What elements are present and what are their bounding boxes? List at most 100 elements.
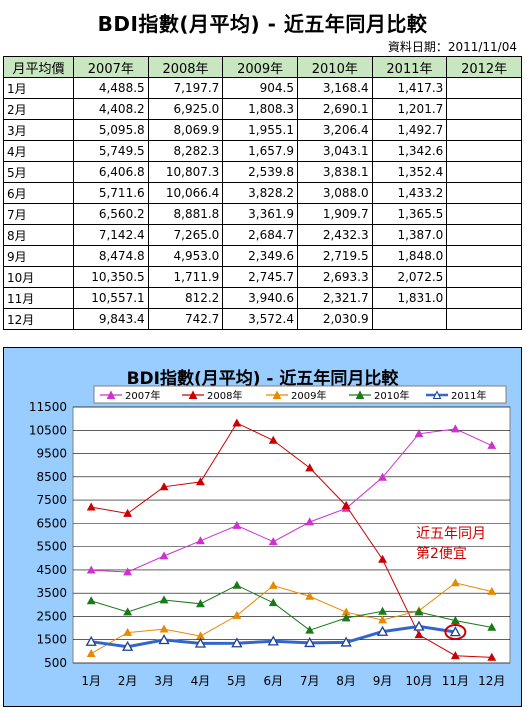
value-cell: 1,201.7 [371,98,448,120]
data-point [304,637,316,648]
data-point [268,435,278,444]
value-cell: 3,088.0 [296,182,373,204]
data-point [86,648,96,657]
value-cell: 2,321.7 [296,287,373,309]
y-tick-label: 2500 [36,609,67,623]
y-tick-label: 500 [44,656,67,670]
value-cell: 812.2 [147,287,224,309]
header-year-cell: 2011年 [371,56,448,78]
table-row: 11月 10,557.1 812.2 3,940.6 2,321.7 1,831.0 [3,287,522,309]
x-tick-label: 2月 [118,674,138,688]
value-cell: 10,350.5 [73,266,149,288]
y-tick-label: 4500 [36,563,67,577]
legend-label: 2011年 [451,389,486,402]
data-point [268,598,278,607]
legend-label: 2007年 [125,389,160,402]
data-point [378,606,387,615]
value-cell: 2,719.5 [296,245,373,267]
data-point [449,626,461,637]
value-cell [446,140,522,162]
data-point [305,591,315,600]
value-cell: 2,684.7 [222,224,298,246]
value-cell: 10,557.1 [73,287,149,309]
value-cell: 3,828.2 [222,182,298,204]
annotation-text: 第2便宜 [416,545,467,562]
value-cell [371,308,448,330]
value-cell: 2,349.6 [222,245,298,267]
value-cell: 5,095.8 [73,119,149,141]
value-cell: 2,539.8 [222,161,298,183]
table-row: 5月 6,406.8 10,807.3 2,539.8 3,838.1 1,352.4 [3,161,522,183]
data-point [305,625,315,634]
data-point [86,596,96,605]
data-point [123,627,133,636]
value-cell: 2,072.5 [371,266,448,288]
data-point [268,537,278,546]
value-cell: 1,848.0 [371,245,448,267]
data-point [414,630,424,639]
value-cell: 1,711.9 [147,266,224,288]
y-tick-label: 10500 [29,423,67,437]
data-point [159,624,169,633]
value-cell: 1,387.0 [371,224,448,246]
data-point [450,424,460,433]
y-tick-label: 6500 [36,516,67,530]
data-point [158,634,170,645]
x-tick-label: 7月 [300,674,320,688]
data-point [196,477,205,486]
x-tick-label: 3月 [154,674,174,688]
data-point [450,615,460,624]
value-cell: 6,925.0 [147,98,224,120]
value-cell: 7,142.4 [73,224,149,246]
data-point [450,578,460,587]
table-row: 4月 5,749.5 8,282.3 1,657.9 3,043.1 1,342.6 [3,140,522,162]
month-cell: 2月 [3,98,74,120]
legend-marker [432,390,442,399]
plot-area [72,406,511,664]
table-row: 12月 9,843.4 742.7 3,572.4 2,030.9 [3,308,522,330]
value-cell: 3,838.1 [296,161,373,183]
table-row: 9月 8,474.8 4,953.0 2,349.6 2,719.5 1,848.0 [3,245,522,267]
legend-marker [188,390,198,399]
header-month-cell: 月平均價 [3,56,74,78]
value-cell: 5,749.5 [73,140,149,162]
value-cell: 3,361.9 [222,203,298,225]
series-line-3 [91,584,492,631]
value-cell: 5,711.6 [73,182,149,204]
value-cell [446,203,522,225]
table-header-row: 月平均價 2007年 2008年 2009年 2010年 2011年 2012年 [3,56,522,78]
x-tick-label: 4月 [191,674,211,688]
y-tick-label: 3500 [36,586,67,600]
value-cell [446,98,522,120]
data-point [487,440,497,449]
highlight-circle [444,624,467,641]
x-tick-label: 8月 [336,674,356,688]
value-cell [446,266,522,288]
data-point [487,622,497,631]
y-tick-label: 9500 [36,447,67,461]
page-title: BDI指數(月平均) - 近五年同月比較 [97,12,428,36]
x-tick-label: 6月 [263,674,283,688]
value-cell: 2,030.9 [296,308,373,330]
month-cell: 11月 [3,287,74,309]
data-point [85,635,97,646]
table-row: 8月 7,142.4 7,265.0 2,684.7 2,432.3 1,387.0 [3,224,522,246]
data-point [123,607,133,616]
data-point [341,613,351,622]
data-point [305,463,315,472]
data-point [414,429,424,438]
series-line-1 [91,422,492,658]
data-date: 資料日期：2011/11/04 [387,40,517,54]
value-cell: 1,955.1 [222,119,298,141]
table-row: 2月 4,408.2 6,925.0 1,808.3 2,690.1 1,201.7 [3,98,522,120]
month-cell: 7月 [3,203,74,225]
value-cell: 7,265.0 [147,224,224,246]
legend-marker [106,390,116,399]
value-cell [446,287,522,309]
value-cell: 10,066.4 [147,182,224,204]
data-point [231,637,243,648]
value-cell: 1,417.3 [371,77,448,99]
month-cell: 12月 [3,308,74,330]
value-cell: 3,940.6 [222,287,298,309]
value-cell: 2,745.7 [222,266,298,288]
